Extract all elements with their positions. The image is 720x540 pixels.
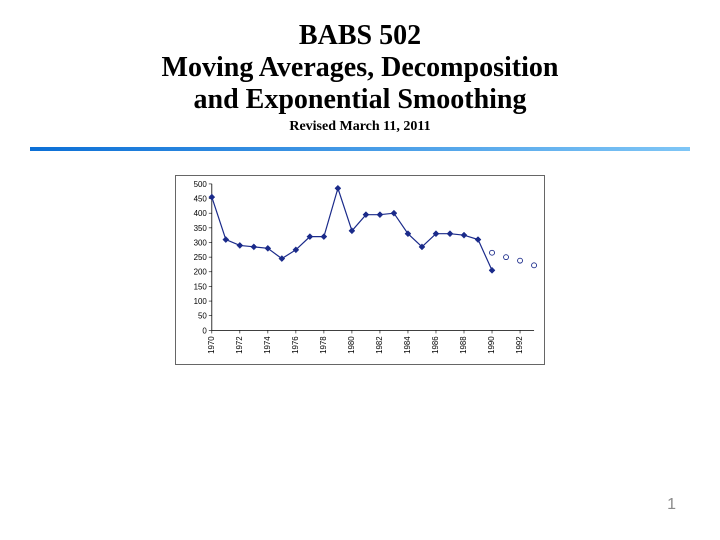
svg-text:1992: 1992 [515, 336, 524, 354]
timeseries-chart: 0 50 100 150 200 250 300 350 400 450 500 1970 1972 19… [175, 175, 545, 365]
svg-text:1990: 1990 [487, 335, 496, 353]
title-block: BABS 502 Moving Averages, Decomposition … [0, 0, 720, 135]
svg-text:1984: 1984 [403, 335, 412, 353]
svg-text:1988: 1988 [459, 335, 468, 353]
svg-text:250: 250 [194, 253, 208, 262]
svg-text:1980: 1980 [347, 335, 356, 353]
svg-text:400: 400 [194, 209, 208, 218]
svg-text:1986: 1986 [431, 335, 440, 353]
accent-rule [30, 147, 690, 151]
title-line-1: BABS 502 [0, 20, 720, 52]
svg-text:300: 300 [194, 238, 208, 247]
svg-text:450: 450 [194, 194, 208, 203]
slide-number: 1 [667, 496, 676, 514]
svg-text:100: 100 [194, 297, 208, 306]
svg-text:350: 350 [194, 223, 208, 232]
svg-text:1972: 1972 [235, 336, 244, 354]
svg-text:200: 200 [194, 267, 208, 276]
svg-text:1978: 1978 [319, 335, 328, 353]
svg-text:1974: 1974 [263, 335, 272, 353]
svg-text:1976: 1976 [291, 335, 300, 353]
title-line-2: Moving Averages, Decomposition [0, 52, 720, 84]
svg-text:0: 0 [202, 326, 207, 335]
title-revision: Revised March 11, 2011 [0, 119, 720, 135]
chart-svg: 0 50 100 150 200 250 300 350 400 450 500 1970 1972 19… [176, 176, 544, 364]
title-line-3: and Exponential Smoothing [0, 84, 720, 116]
svg-text:1982: 1982 [375, 336, 384, 354]
svg-text:500: 500 [194, 179, 208, 188]
svg-text:1970: 1970 [207, 335, 216, 353]
svg-text:50: 50 [198, 311, 207, 320]
svg-text:150: 150 [194, 282, 208, 291]
